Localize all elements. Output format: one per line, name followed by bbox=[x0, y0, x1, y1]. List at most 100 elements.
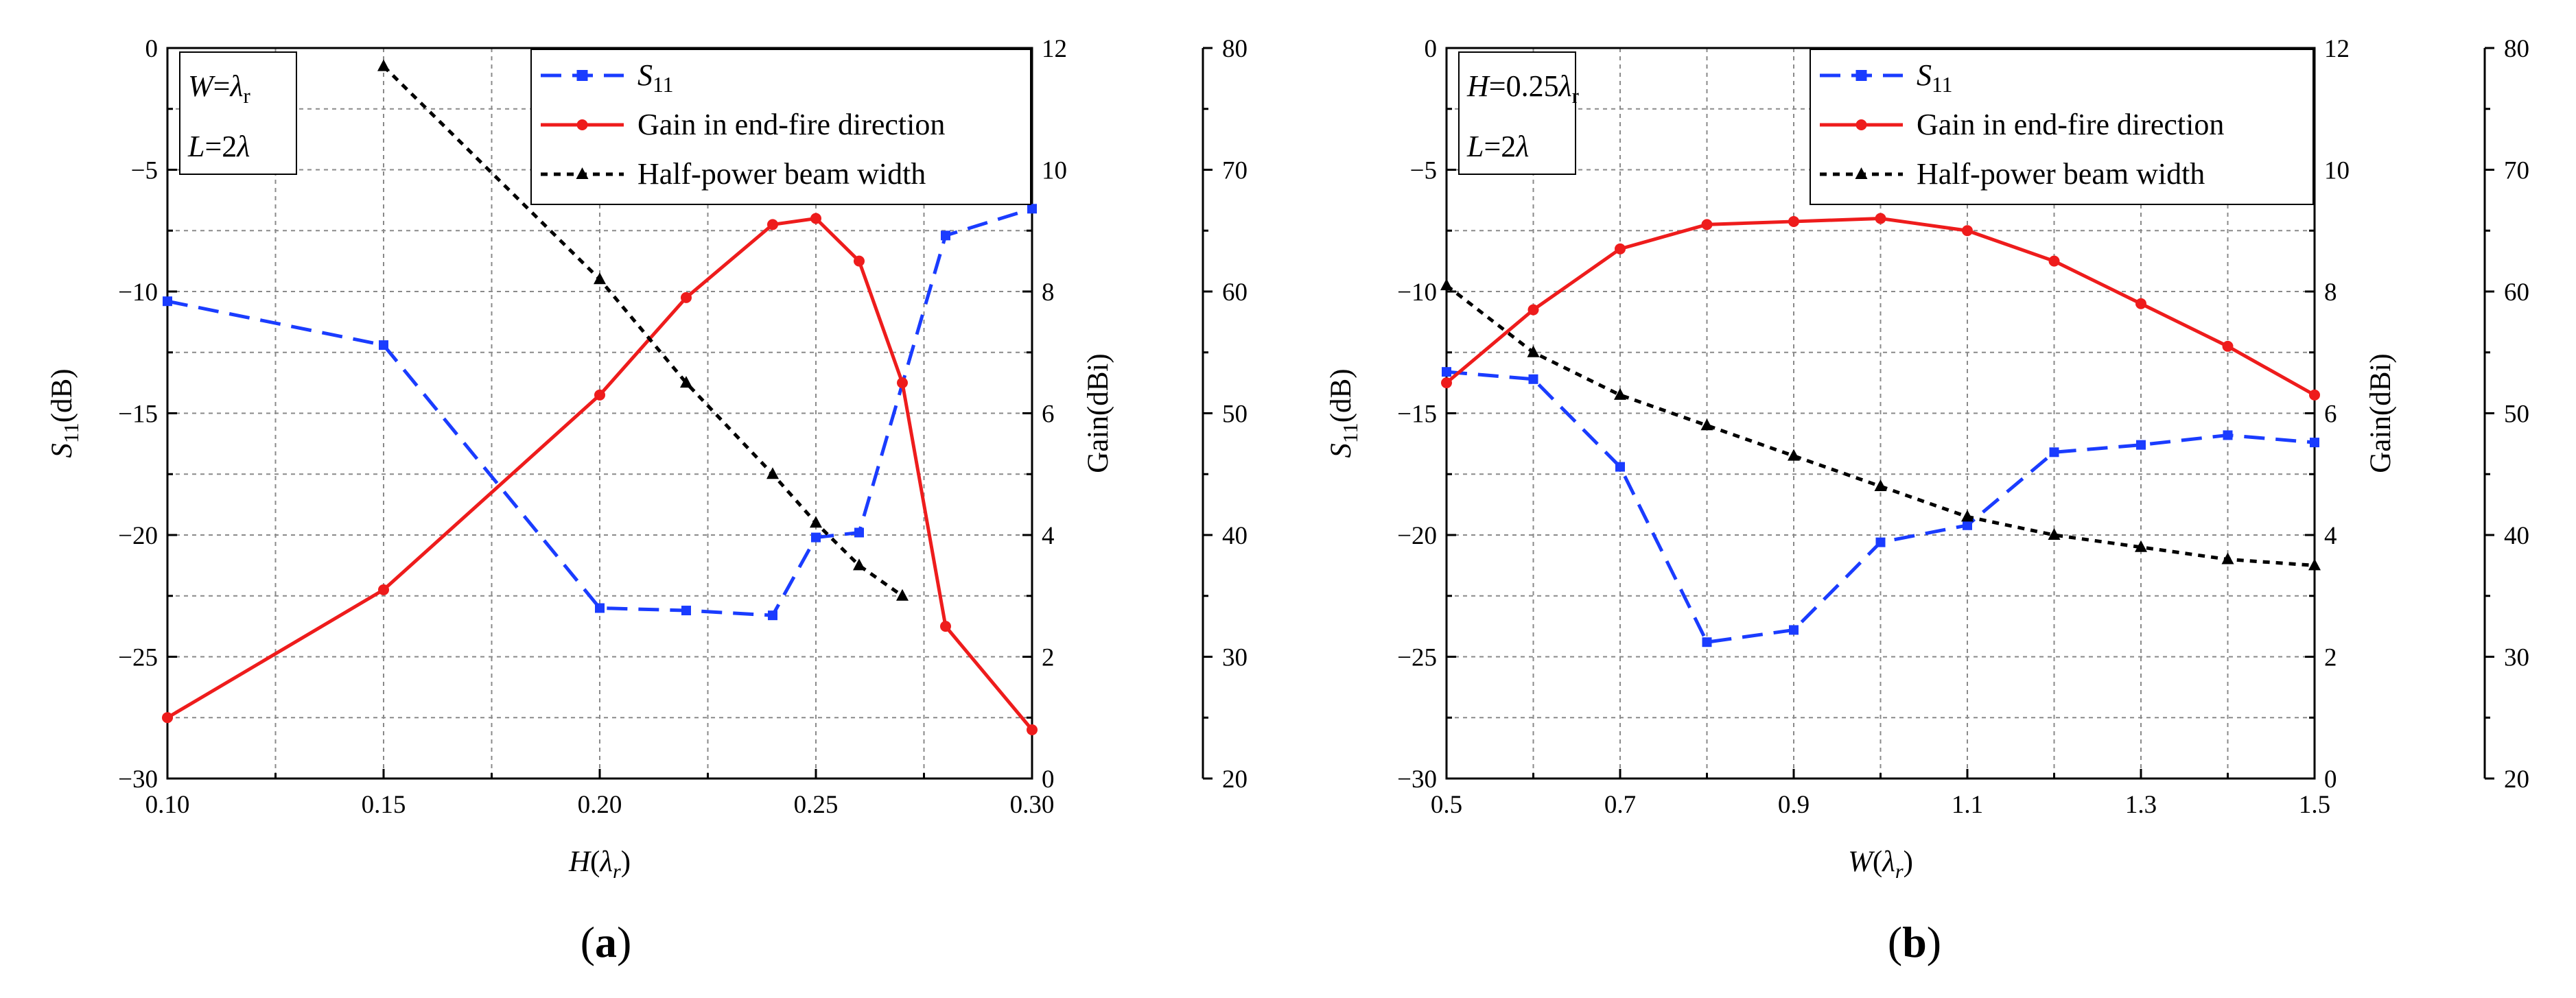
y-beam-tick-label: 30 bbox=[1222, 644, 1248, 672]
y-left-tick-label: −30 bbox=[1397, 765, 1437, 794]
legend-label-s11: S11 bbox=[1917, 58, 1953, 97]
y-beam-tick-label: 30 bbox=[2504, 644, 2529, 672]
marker-s11 bbox=[1528, 374, 1538, 384]
marker-gain bbox=[594, 389, 605, 401]
marker-gain bbox=[1527, 304, 1539, 316]
marker-gain bbox=[1875, 213, 1886, 224]
y-left-tick-label: −10 bbox=[1397, 278, 1437, 307]
y-axis-label-gain: Gain(dBi) bbox=[1082, 353, 1114, 473]
marker-s11 bbox=[1702, 637, 1712, 647]
marker-gain bbox=[2048, 255, 2060, 267]
marker-s11 bbox=[2223, 430, 2233, 440]
marker-s11 bbox=[1442, 367, 1451, 377]
y-left-tick-label: −25 bbox=[118, 644, 158, 672]
x-tick-label: 0.30 bbox=[1010, 791, 1055, 819]
marker-beam bbox=[1700, 418, 1713, 431]
marker-s11 bbox=[1027, 204, 1037, 214]
legend-label-beam: Half-power beam width bbox=[1917, 157, 2205, 191]
y-beam-tick-label: 20 bbox=[1222, 765, 1248, 794]
marker-gain bbox=[1788, 215, 1799, 227]
marker-s11 bbox=[163, 296, 172, 307]
y-beam-tick-label: 80 bbox=[1222, 35, 1248, 63]
x-axis-label: W(λr) bbox=[1848, 846, 1913, 883]
marker-gain bbox=[162, 712, 173, 724]
marker-s11 bbox=[768, 610, 777, 621]
y-gain-tick-label: 2 bbox=[2324, 644, 2337, 672]
y-left-tick-label: −15 bbox=[1397, 401, 1437, 429]
x-tick-label: 0.7 bbox=[1604, 791, 1636, 819]
marker-gain bbox=[2135, 298, 2146, 309]
panel-caption: (b) bbox=[1888, 918, 1941, 966]
marker-s11 bbox=[1615, 462, 1625, 472]
y-gain-tick-label: 4 bbox=[2324, 522, 2337, 550]
marker-s11 bbox=[2136, 440, 2146, 450]
y-left-tick-label: −20 bbox=[118, 522, 158, 550]
y-beam-tick-label: 60 bbox=[1222, 278, 1248, 307]
marker-beam bbox=[1788, 449, 1800, 461]
series-line-gain bbox=[166, 216, 1033, 731]
y-left-tick-label: −5 bbox=[131, 157, 158, 185]
y-left-tick-label: −5 bbox=[1410, 157, 1437, 185]
marker-beam bbox=[2221, 552, 2234, 565]
y-left-tick-label: −30 bbox=[118, 765, 158, 794]
marker-gain bbox=[940, 621, 951, 632]
y-beam-tick-label: 20 bbox=[2504, 765, 2529, 794]
x-tick-label: 0.9 bbox=[1778, 791, 1810, 819]
marker-gain bbox=[810, 213, 821, 224]
marker-s11 bbox=[1963, 520, 1972, 530]
marker-gain bbox=[1701, 219, 1713, 230]
y-left-tick-label: 0 bbox=[145, 35, 159, 63]
x-tick-label: 0.20 bbox=[578, 791, 622, 819]
panel-caption: (a) bbox=[581, 918, 632, 966]
marker-beam bbox=[1961, 510, 1974, 522]
marker-beam bbox=[766, 467, 779, 479]
x-tick-label: 0.25 bbox=[794, 791, 839, 819]
legend-label-beam: Half-power beam width bbox=[637, 157, 926, 191]
marker-s11 bbox=[2049, 447, 2059, 458]
x-tick-label: 1.3 bbox=[2125, 791, 2157, 819]
x-tick-label: 0.15 bbox=[362, 791, 406, 819]
marker-gain bbox=[2222, 340, 2234, 352]
y-gain-tick-label: 10 bbox=[1042, 157, 1067, 185]
y-beam-tick-label: 40 bbox=[1222, 522, 1248, 550]
marker-gain bbox=[1027, 724, 1038, 735]
marker-beam bbox=[2308, 558, 2321, 571]
marker-gain bbox=[1441, 377, 1452, 389]
marker-beam bbox=[680, 376, 692, 388]
gridlines bbox=[1447, 48, 2315, 779]
series-line-beam bbox=[1445, 284, 2315, 567]
y-beam-tick-label: 60 bbox=[2504, 278, 2529, 307]
x-tick-label: 0.10 bbox=[145, 791, 190, 819]
marker-gain bbox=[2309, 389, 2320, 401]
marker-s11 bbox=[1789, 625, 1799, 635]
marker-beam bbox=[1440, 278, 1453, 291]
y-axis-label-s11: S11(dB) bbox=[46, 368, 83, 458]
marker-s11 bbox=[811, 532, 821, 543]
x-axis-label: H(λr) bbox=[568, 846, 631, 883]
marker-beam bbox=[853, 558, 865, 571]
chart-panel-b: 0.5 0.7 0.9 1.1 1.3 1.50−5−10−15−20−25−30 0246… bbox=[1325, 35, 2529, 966]
y-beam-tick-label: 80 bbox=[2504, 35, 2529, 63]
y-left-tick-label: −25 bbox=[1397, 644, 1437, 672]
marker-beam bbox=[810, 516, 822, 528]
marker-s11 bbox=[379, 340, 388, 351]
y-left-tick-label: −20 bbox=[1397, 522, 1437, 550]
marker-gain bbox=[767, 219, 778, 230]
legend-marker-gain bbox=[576, 119, 588, 130]
y-axis-label-s11: S11(dB) bbox=[1325, 368, 1362, 458]
marker-gain bbox=[1962, 225, 1973, 237]
chart-panel-a: 0.10 0.15 0.20 0.25 0.300−5−10−15−20−25−30 02… bbox=[46, 35, 1248, 966]
marker-beam bbox=[1614, 388, 1626, 400]
parameter-box bbox=[179, 51, 297, 175]
legend-label-gain: Gain in end-fire direction bbox=[637, 108, 945, 141]
marker-gain bbox=[897, 377, 908, 389]
y-gain-tick-label: 2 bbox=[1042, 644, 1055, 672]
marker-beam bbox=[1527, 345, 1540, 357]
legend-label-s11: S11 bbox=[637, 58, 674, 97]
series-group bbox=[162, 59, 1038, 735]
y-beam-tick-label: 50 bbox=[2504, 401, 2529, 429]
marker-s11 bbox=[595, 603, 605, 613]
y-gain-tick-label: 0 bbox=[2324, 765, 2337, 794]
y-gain-tick-label: 12 bbox=[2324, 35, 2350, 63]
